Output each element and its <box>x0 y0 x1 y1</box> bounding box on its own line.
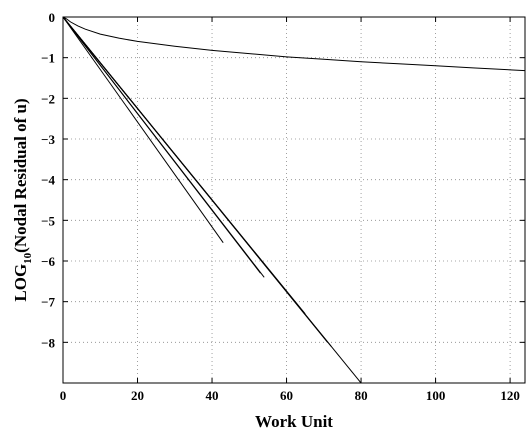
y-tick-label: 0 <box>49 10 56 25</box>
y-tick-label: −3 <box>41 132 55 147</box>
x-tick-label: 120 <box>500 388 520 403</box>
y-tick-labels: 0 −1 −2 −3 −4 −5 −6 −7 −8 <box>41 10 55 350</box>
series-line-8 <box>62 16 224 243</box>
y-tick-label: −6 <box>41 254 55 269</box>
x-tick-label: 100 <box>426 388 446 403</box>
series-line-1 <box>62 16 526 72</box>
y-axis-label-prefix: LOG <box>11 264 30 302</box>
series-line-5 <box>62 16 306 315</box>
x-tick-label: 60 <box>280 388 293 403</box>
series-group <box>62 16 526 384</box>
y-tick-label: −1 <box>41 51 55 66</box>
y-tick-label: −8 <box>41 335 55 350</box>
x-tick-label: 0 <box>60 388 67 403</box>
y-tick-label: −7 <box>41 295 55 310</box>
x-tick-label: 40 <box>206 388 219 403</box>
ticks <box>62 16 525 383</box>
y-tick-label: −5 <box>41 213 55 228</box>
y-axis-label-suffix: (Nodal Residual of u) <box>11 98 30 252</box>
y-axis-label: LOG10(Nodal Residual of u) <box>11 98 34 301</box>
x-tick-labels: 0 20 40 60 80 100 120 <box>60 388 520 403</box>
x-tick-label: 20 <box>131 388 144 403</box>
x-axis-label: Work Unit <box>255 412 333 431</box>
grid <box>63 17 525 383</box>
y-tick-label: −4 <box>41 173 55 188</box>
plot-frame <box>62 16 526 384</box>
y-axis-label-subscript: 10 <box>22 252 34 264</box>
y-tick-label: −2 <box>41 91 55 106</box>
x-tick-label: 80 <box>355 388 368 403</box>
series-line-7 <box>62 16 261 274</box>
